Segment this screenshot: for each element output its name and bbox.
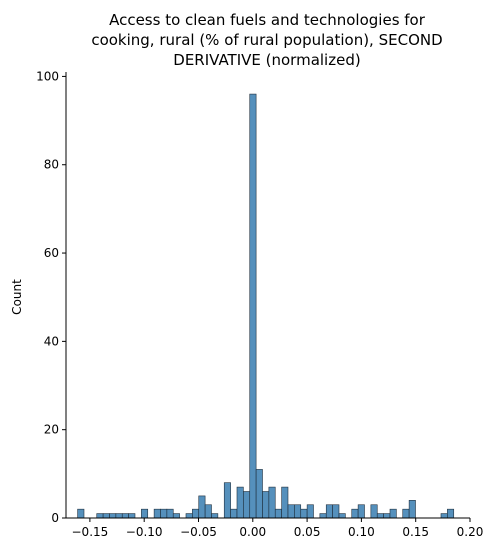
histogram-bar xyxy=(230,508,238,519)
title-line-2: cooking, rural (% of rural population), … xyxy=(91,31,442,49)
histogram-bar xyxy=(77,508,85,519)
title-line-3: DERIVATIVE (normalized) xyxy=(173,51,360,69)
histogram-bar xyxy=(262,491,270,519)
x-tick-label: 0.10 xyxy=(348,525,375,539)
histogram-bar xyxy=(172,513,180,519)
x-tick-label: −0.10 xyxy=(126,525,163,539)
x-tick-label: 0.20 xyxy=(457,525,484,539)
x-tick-label: 0.15 xyxy=(402,525,429,539)
y-tick-label: 60 xyxy=(44,246,59,260)
histogram-bar xyxy=(141,508,149,519)
x-axis: −0.15 −0.10 −0.05 0.00 0.05 0.10 0.15 0.20 xyxy=(66,517,484,539)
x-tick-label: −0.15 xyxy=(72,525,109,539)
histogram-bar xyxy=(249,93,257,519)
histogram-bar xyxy=(192,508,200,519)
histogram-bar xyxy=(96,513,104,519)
histogram-bar xyxy=(115,513,123,519)
histogram-bar xyxy=(376,513,384,519)
histogram-bar xyxy=(306,504,314,519)
histogram-bar xyxy=(332,504,340,519)
y-axis: 0 20 40 60 80 100 xyxy=(36,69,67,525)
histogram-bar xyxy=(402,508,410,519)
histogram-bar xyxy=(408,500,416,519)
histogram-bar xyxy=(121,513,129,519)
title-line-1: Access to clean fuels and technologies f… xyxy=(109,11,426,29)
y-tick-label: 80 xyxy=(44,158,59,172)
histogram-bar xyxy=(128,513,136,519)
histogram-bar xyxy=(447,508,455,519)
x-tick-label: 0.00 xyxy=(239,525,266,539)
y-tick-label: 20 xyxy=(44,423,59,437)
histogram-bar xyxy=(185,513,193,519)
histogram-bar xyxy=(338,513,346,519)
histogram-bar xyxy=(243,491,251,519)
histogram-bar xyxy=(383,513,391,519)
histogram-bar xyxy=(166,508,174,519)
histogram-bar xyxy=(351,508,359,519)
y-tick-label: 40 xyxy=(44,334,59,348)
histogram-bar xyxy=(198,495,206,519)
histogram-bar xyxy=(211,513,219,519)
histogram-bar xyxy=(357,504,365,519)
histogram-bar xyxy=(109,513,117,519)
y-axis-label: Count xyxy=(10,279,24,315)
histogram-bar xyxy=(102,513,110,519)
histogram-bar xyxy=(236,486,244,519)
x-tick-label: 0.05 xyxy=(294,525,321,539)
histogram-bar xyxy=(160,508,168,519)
histogram-bar xyxy=(274,508,282,519)
histogram-bar xyxy=(268,486,276,519)
histogram-bar xyxy=(319,513,327,519)
histogram-bar xyxy=(389,508,397,519)
histogram-bar xyxy=(294,504,302,519)
histogram-bar xyxy=(204,504,212,519)
histogram-bars xyxy=(77,93,455,519)
histogram-bar xyxy=(281,486,289,519)
histogram-bar xyxy=(370,504,378,519)
chart-title: Access to clean fuels and technologies f… xyxy=(91,11,442,69)
histogram-bar xyxy=(287,504,295,519)
x-tick-label: −0.05 xyxy=(180,525,217,539)
histogram-bar xyxy=(255,469,263,519)
y-tick-label: 100 xyxy=(36,69,59,83)
histogram-bar xyxy=(440,513,448,519)
histogram-bar xyxy=(300,508,308,519)
y-tick-label: 0 xyxy=(51,511,59,525)
histogram-bar xyxy=(325,504,333,519)
histogram-bar xyxy=(223,482,231,519)
histogram-bar xyxy=(153,508,161,519)
